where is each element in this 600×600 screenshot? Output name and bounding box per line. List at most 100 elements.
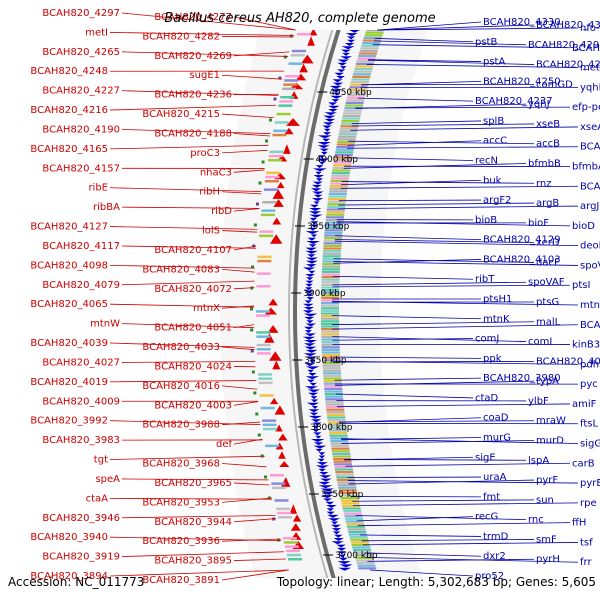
cog-bar-forward bbox=[336, 143, 355, 146]
cog-bar-reverse bbox=[277, 511, 292, 515]
cog-bar-forward bbox=[323, 247, 342, 250]
left-gene-label: BCAH820_3944 bbox=[154, 517, 232, 528]
left-gene-label: BCAH820_4216 bbox=[30, 105, 108, 116]
left-gene-label: BCAH820_3891 bbox=[142, 575, 220, 586]
right-leader-line bbox=[366, 64, 579, 68]
cog-bar-forward bbox=[321, 283, 340, 286]
cog-bar-forward bbox=[353, 549, 372, 552]
right-leader-line bbox=[357, 97, 474, 102]
cog-bar-reverse bbox=[265, 175, 280, 179]
cog-bar-forward bbox=[321, 320, 340, 323]
forward-feature bbox=[305, 280, 314, 284]
cog-bar-forward bbox=[334, 156, 353, 159]
right-gene-label: ctaD bbox=[475, 393, 499, 404]
left-gene-label: BCAH820_4165 bbox=[30, 144, 108, 155]
right-gene-label: bfmbB bbox=[528, 159, 561, 170]
forward-feature bbox=[309, 214, 323, 218]
cog-bar-forward bbox=[333, 458, 352, 461]
left-leader-line bbox=[221, 74, 283, 80]
forward-feature bbox=[331, 521, 339, 525]
left-gene-label: ribD bbox=[211, 206, 232, 217]
right-gene-label: BCAH820_4293 bbox=[528, 40, 600, 51]
cog-bar-forward bbox=[323, 239, 342, 242]
cog-bar-reverse bbox=[291, 49, 306, 53]
cog-bar-forward bbox=[352, 73, 371, 76]
forward-feature bbox=[315, 435, 322, 439]
rna-mark bbox=[255, 202, 259, 206]
forward-feature bbox=[323, 132, 331, 136]
cog-bar-forward bbox=[346, 525, 365, 528]
forward-feature bbox=[319, 475, 332, 479]
forward-feature bbox=[304, 333, 316, 337]
cog-bar-reverse bbox=[256, 352, 271, 355]
cog-bar-forward bbox=[337, 140, 356, 143]
right-gene-label: argF2 bbox=[483, 195, 512, 206]
right-leader-line bbox=[345, 157, 474, 161]
left-gene-label: BCAH820_3894 bbox=[30, 571, 108, 582]
left-gene-label: BCAH820_4098 bbox=[30, 260, 108, 271]
rna-mark bbox=[251, 265, 255, 269]
forward-feature bbox=[327, 514, 339, 518]
right-leader-line bbox=[350, 126, 579, 131]
left-leader-line bbox=[233, 438, 263, 445]
forward-feature bbox=[328, 105, 340, 109]
forward-feature bbox=[318, 155, 325, 159]
forward-feature bbox=[332, 82, 344, 86]
cog-bar-forward bbox=[350, 81, 369, 84]
cog-bar-forward bbox=[321, 296, 340, 299]
forward-feature bbox=[306, 297, 314, 301]
rna-mark bbox=[250, 328, 254, 332]
cog-bar-forward bbox=[343, 512, 362, 515]
rna-mark bbox=[257, 433, 261, 437]
cog-bar-forward bbox=[336, 478, 355, 481]
cog-bar-reverse bbox=[260, 406, 275, 410]
left-leader-line bbox=[109, 342, 255, 348]
cog-bar-reverse bbox=[280, 96, 295, 99]
right-leader-line bbox=[334, 377, 482, 381]
right-leader-line bbox=[368, 59, 482, 62]
cog-bar-forward bbox=[321, 307, 340, 310]
cog-bar-forward bbox=[366, 30, 385, 32]
forward-feature bbox=[318, 468, 326, 472]
left-leader-line bbox=[233, 51, 290, 57]
rna-mark bbox=[269, 118, 273, 122]
left-leader-line bbox=[109, 104, 277, 111]
cog-bar-reverse bbox=[278, 516, 293, 519]
right-leader-line bbox=[333, 360, 579, 365]
forward-feature bbox=[345, 33, 358, 37]
reverse-feature bbox=[268, 351, 282, 361]
right-leader-line bbox=[356, 516, 474, 522]
cog-bar-forward bbox=[322, 255, 341, 258]
forward-feature bbox=[317, 135, 332, 139]
right-gene-label: pstB bbox=[475, 37, 497, 48]
forward-feature bbox=[312, 425, 320, 429]
right-gene-label: BCAH820_4129 bbox=[483, 235, 561, 246]
cog-bar-forward bbox=[323, 382, 342, 385]
forward-feature bbox=[304, 316, 315, 320]
right-gene-labels: BCAH820_4330BCAH820_4318nfo-BCAH820_4308… bbox=[475, 17, 600, 582]
cog-bar-forward bbox=[324, 385, 343, 388]
forward-feature bbox=[333, 538, 344, 541]
right-leader-line bbox=[332, 324, 579, 330]
forward-feature bbox=[311, 419, 322, 423]
left-leader-line bbox=[221, 305, 255, 309]
cog-bar-reverse bbox=[285, 75, 300, 78]
rna-mark bbox=[278, 76, 282, 80]
left-leader-line bbox=[121, 478, 269, 481]
right-gene-label: yqhJ bbox=[528, 99, 550, 110]
cog-bar-forward bbox=[321, 338, 340, 341]
cog-bar-forward bbox=[330, 182, 349, 185]
left-leader-line bbox=[233, 401, 259, 406]
cog-bar-forward bbox=[329, 185, 348, 188]
forward-feature bbox=[330, 95, 343, 99]
forward-feature bbox=[318, 455, 326, 459]
cog-bar-forward bbox=[325, 221, 344, 224]
right-leader-line bbox=[369, 569, 474, 577]
forward-feature bbox=[305, 323, 316, 327]
right-leader-line bbox=[338, 202, 535, 206]
reverse-feature bbox=[278, 451, 286, 459]
cog-bar-forward bbox=[321, 273, 340, 276]
left-gene-label: BCAH820_3965 bbox=[154, 478, 232, 489]
left-leader-line bbox=[233, 518, 277, 523]
left-gene-label: speA bbox=[95, 474, 120, 485]
